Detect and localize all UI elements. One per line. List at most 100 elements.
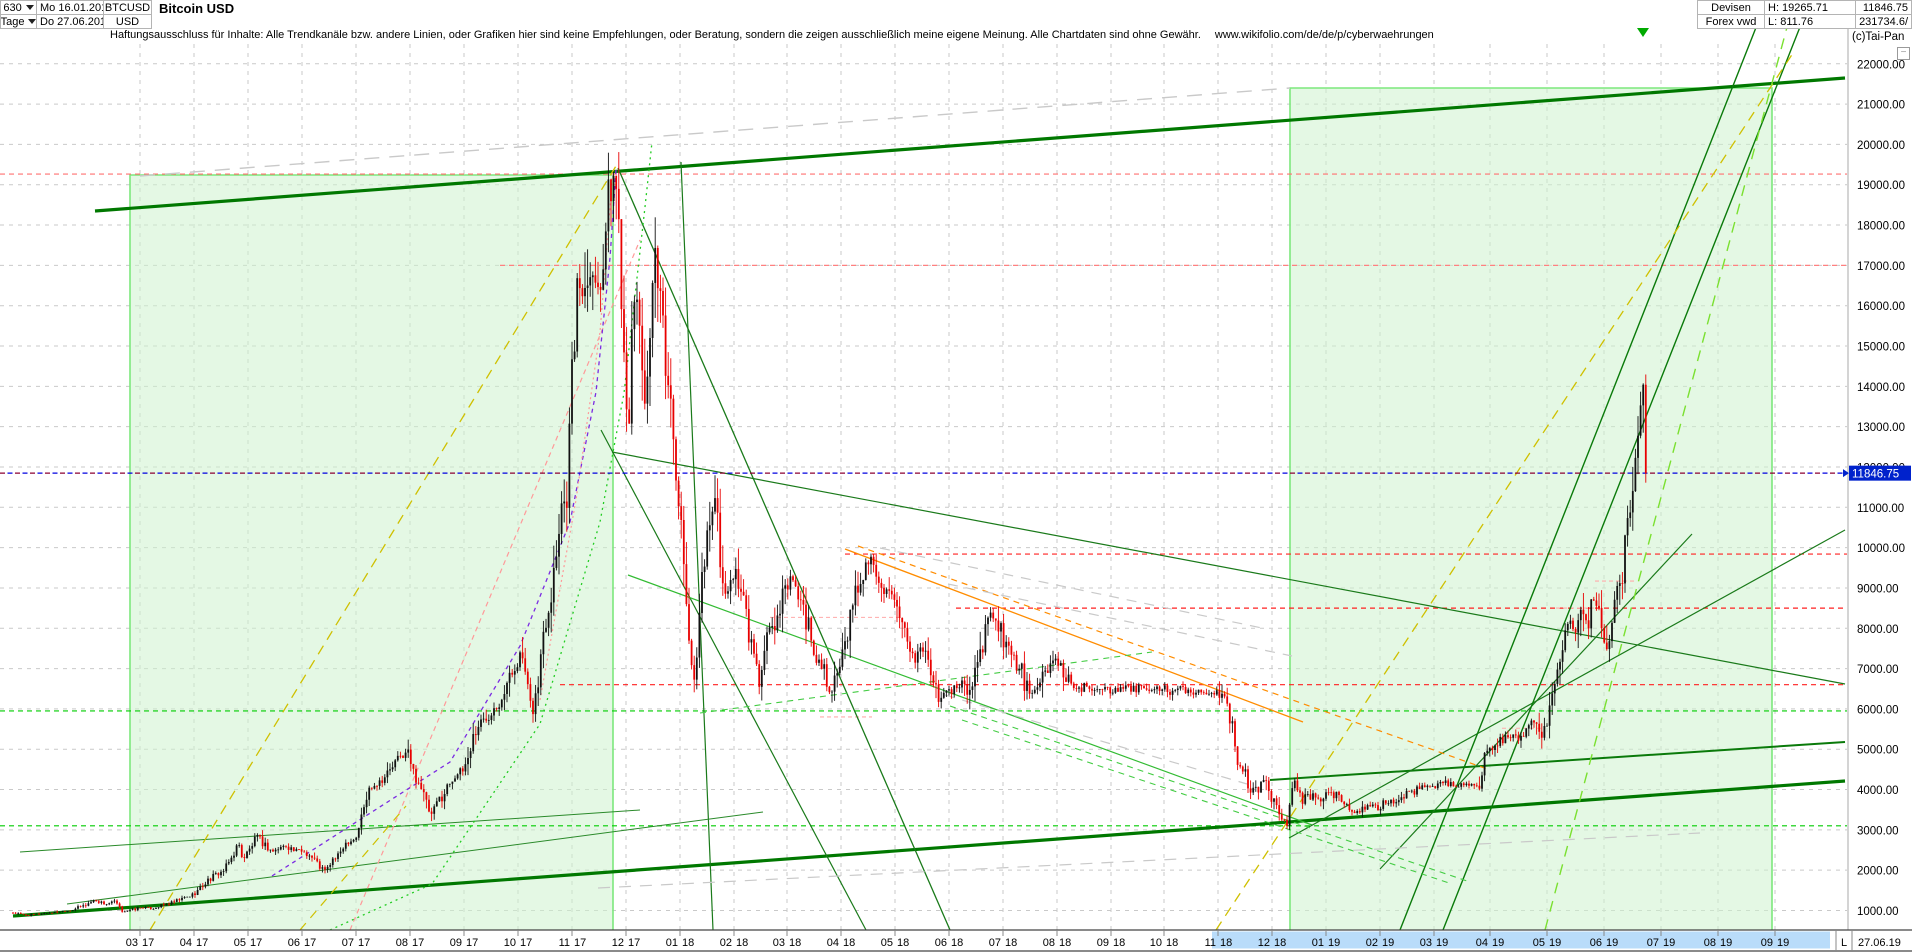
y-axis-tick-label: 19000.00 <box>1857 180 1905 192</box>
x-axis-year-label: 18 <box>1220 937 1232 949</box>
x-axis-year-label: 19 <box>1436 937 1448 949</box>
x-axis[interactable]: 03 17 04 17 05 17 06 17 07 17 08 17 09 17 10 17 11 17 12 17… <box>0 929 1912 952</box>
x-axis-year-label: 17 <box>142 937 154 949</box>
y-axis-tick-label: 5000.00 <box>1857 745 1899 757</box>
x-axis-month-label: 10 <box>504 937 516 949</box>
trend-zone-2017 <box>129 174 614 930</box>
y-axis-tick-label: 15000.00 <box>1857 342 1905 354</box>
svg-text:11846.75: 11846.75 <box>1852 469 1899 481</box>
x-axis-month-label: 03 <box>773 937 785 949</box>
last-bar-marker-icon <box>1637 28 1649 37</box>
lime-dashed-down-1 <box>949 705 1471 883</box>
last-marker-label: L <box>1841 937 1847 949</box>
yellow-2017-trend <box>149 165 617 931</box>
green-dotted-parabola <box>329 141 653 931</box>
x-axis-month-label: 06 <box>288 937 300 949</box>
pink-blowoff-support <box>539 169 614 701</box>
x-axis-year-label: 19 <box>1606 937 1618 949</box>
x-axis-month-label: 08 <box>1704 937 1716 949</box>
y-axis-tick-label: 17000.00 <box>1857 261 1905 273</box>
x-axis-year-label: 17 <box>358 937 370 949</box>
disclaimer-url[interactable]: www.wikifolio.com/de/de/p/cyberwaehrunge… <box>1214 29 1434 41</box>
y-axis-tick-label: 20000.00 <box>1857 140 1905 152</box>
x-axis-year-label: 19 <box>1549 937 1561 949</box>
x-axis-year-label: 18 <box>843 937 855 949</box>
x-axis-year-label: 17 <box>196 937 208 949</box>
x-axis-month-label: 05 <box>234 937 246 949</box>
period-dropdown[interactable]: Tage <box>0 14 37 29</box>
x-axis-month-label: 07 <box>989 937 1001 949</box>
x-axis-month-label: 02 <box>1366 937 1378 949</box>
x-axis-year-label: 19 <box>1382 937 1394 949</box>
x-axis-year-label: 18 <box>897 937 909 949</box>
orange-descending <box>844 548 1304 723</box>
high-value-cell: H: 19265.71 <box>1764 0 1856 15</box>
currency-cell: USD <box>103 14 152 29</box>
date-to-field[interactable]: Do 27.06.2019 <box>36 14 104 29</box>
y-axis-tick-label: 21000.00 <box>1857 100 1905 112</box>
x-axis-year-label: 18 <box>682 937 694 949</box>
volume-cell: 231734.6/ <box>1855 14 1912 29</box>
y-axis-tick-label: 10000.00 <box>1857 543 1905 555</box>
last-date-label: 27.06.19 <box>1858 937 1901 949</box>
x-axis-year-label: 17 <box>304 937 316 949</box>
x-axis-month-label: 12 <box>1258 937 1270 949</box>
disclaimer-text: Haftungsausschluss für Inhalte: Alle Tre… <box>110 29 1434 41</box>
yellow-2019-trend <box>1215 49 1796 931</box>
long-flat-support-left <box>19 809 641 853</box>
steep-2019-channel-1 <box>1399 28 1757 931</box>
x-axis-year-label: 19 <box>1777 937 1789 949</box>
y-axis-labels: 1000.00 2000.00 3000.00 4000.00 5000.00 6000.… <box>1857 59 1905 918</box>
chevron-down-icon <box>28 19 36 24</box>
x-axis-month-label: 08 <box>1043 937 1055 949</box>
purple-parabolic-support <box>271 169 617 877</box>
trend-lines <box>12 28 1846 931</box>
x-axis-month-label: 12 <box>612 937 624 949</box>
orange-descending-dashed <box>857 545 1491 771</box>
x-axis-year-label: 17 <box>574 937 586 949</box>
major-channel-bottom <box>12 779 1846 918</box>
x-axis-year-label: 18 <box>951 937 963 949</box>
trend-zone-2019 <box>1289 87 1773 930</box>
date-from-field[interactable]: Mo 16.01.2017 <box>36 0 104 15</box>
x-axis-year-label: 19 <box>1720 937 1732 949</box>
gray-mid-2 <box>947 583 1293 657</box>
x-axis-month-label: 09 <box>450 937 462 949</box>
plot-layers <box>0 28 1847 931</box>
copyright-label: (c)Tai-Pan <box>1852 31 1905 43</box>
instrument-title: Bitcoin USD <box>156 0 456 16</box>
x-axis-month-label: 05 <box>1533 937 1545 949</box>
y-axis-tick-label: 4000.00 <box>1857 785 1899 797</box>
x-axis-year-label: 19 <box>1328 937 1340 949</box>
y-axis-tick-label: 18000.00 <box>1857 221 1905 233</box>
y-axis-tick-label: 1000.00 <box>1857 906 1899 918</box>
lime-2019-steep <box>1544 28 1788 931</box>
x-axis-month-label: 07 <box>342 937 354 949</box>
gray-mid-3 <box>944 694 1248 785</box>
collapse-icon[interactable]: − <box>1897 47 1910 60</box>
yellow-short-segment <box>299 805 407 931</box>
x-axis-month-label: 11 <box>559 937 570 949</box>
y-axis-tick-label: 7000.00 <box>1857 664 1899 676</box>
x-axis-month-label: 09 <box>1097 937 1109 949</box>
steep-vertical-fan-line <box>680 161 714 931</box>
early-2017-trend <box>66 811 764 905</box>
downtrend-from-peak-1 <box>617 167 951 931</box>
x-axis-month-label: 07 <box>1647 937 1659 949</box>
gray-bottom <box>597 832 1701 889</box>
gray-channel-top <box>139 87 1291 177</box>
axis-selection-highlight <box>1212 931 1830 949</box>
y-axis-tick-label: 9000.00 <box>1857 583 1899 595</box>
y-axis-tick-label: 2000.00 <box>1857 866 1899 878</box>
bars-count-dropdown[interactable]: 630 <box>0 0 37 15</box>
x-axis-month-label: 11 <box>1205 937 1216 949</box>
x-axis-month-label: 03 <box>126 937 138 949</box>
rising-2019-support-1 <box>1288 529 1846 839</box>
market-cell: Devisen <box>1697 0 1765 15</box>
x-axis-month-label: 01 <box>666 937 678 949</box>
header-bar: 630 Tage Mo 16.01.2017 Do 27.06.2019 BTC… <box>0 0 1912 29</box>
x-axis-year-label: 17 <box>520 937 532 949</box>
y-axis-tick-label: 13000.00 <box>1857 422 1905 434</box>
